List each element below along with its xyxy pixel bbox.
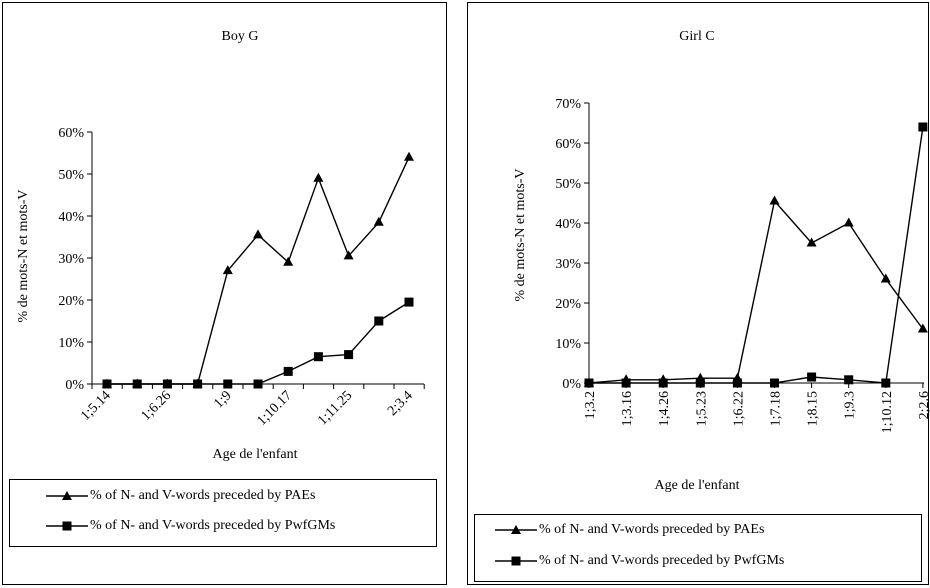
data-point-triangle xyxy=(313,172,324,182)
data-point-square xyxy=(807,372,817,382)
data-point-triangle xyxy=(343,250,354,260)
legend-triangle-marker xyxy=(495,525,537,534)
legend-square-marker xyxy=(495,556,537,566)
y-tick-label: 40% xyxy=(555,217,581,232)
legend-entry-paes: % of N- and V-words preceded by PAEs xyxy=(10,487,315,505)
data-point-triangle xyxy=(222,265,233,275)
x-axis-title: Age de l'enfant xyxy=(655,478,740,493)
series-line-paes xyxy=(588,199,924,384)
data-point-triangle xyxy=(806,237,817,247)
y-tick-label: 70% xyxy=(555,97,581,112)
data-point-triangle xyxy=(404,151,414,161)
legend-entry-pwfgms: % of N- and V-words preceded by PwfGMs xyxy=(475,552,784,570)
y-tick-label: 20% xyxy=(58,294,84,309)
legend-label: % of N- and V-words preceded by PwfGMs xyxy=(90,518,336,533)
legend-girl-c: % of N- and V-words preceded by PAEs % o… xyxy=(474,514,922,582)
legend-boy-g: % of N- and V-words preceded by PAEs % o… xyxy=(9,479,437,547)
series-line-paes xyxy=(107,156,410,385)
x-tick-label: 1;9 xyxy=(211,388,234,411)
data-point-square xyxy=(881,378,891,388)
data-point-triangle xyxy=(283,256,294,266)
y-tick-label: 20% xyxy=(555,297,581,312)
x-tick-label: 1;5.14 xyxy=(78,388,114,424)
legend-entry-paes: % of N- and V-words preceded by PAEs xyxy=(475,521,764,539)
data-point-square xyxy=(313,352,323,362)
chart-panel-girl-c: Girl C Age de l'enfant % de mots-N et mots… xyxy=(467,2,930,585)
chart-boy-g: Boy G Age de l'enfant % de mots-N et mots-… xyxy=(16,29,425,462)
data-point-square xyxy=(344,350,354,360)
x-tick-label: 1;11.25 xyxy=(315,388,355,428)
x-tick-label: 1;9.3 xyxy=(843,391,858,419)
data-point-square xyxy=(621,378,631,388)
y-tick-label: 30% xyxy=(555,257,581,272)
y-tick-label: 50% xyxy=(555,177,581,192)
y-tick-label: 50% xyxy=(58,168,84,183)
data-point-triangle xyxy=(253,229,263,239)
x-tick-label: 1;5.23 xyxy=(694,391,709,426)
y-tick-label: 10% xyxy=(58,336,84,351)
chart-girl-c: Girl C Age de l'enfant % de mots-N et mots… xyxy=(513,29,930,493)
data-point-square xyxy=(695,378,705,388)
data-point-square xyxy=(770,378,779,388)
y-tick-label: 40% xyxy=(58,210,84,225)
data-point-square xyxy=(102,379,112,389)
data-point-triangle xyxy=(880,273,891,283)
x-tick-label: 1;7.18 xyxy=(769,391,784,426)
legend-entry-pwfgms: % of N- and V-words preceded by PwfGMs xyxy=(10,517,335,535)
x-tick-label: 1;10.12 xyxy=(880,391,895,433)
x-tick-label: 1;8.15 xyxy=(806,391,821,426)
data-point-square xyxy=(918,122,928,132)
y-tick-label: 30% xyxy=(58,252,84,267)
data-point-square xyxy=(132,379,142,389)
y-tick-label: 60% xyxy=(555,137,581,152)
x-tick-label: 1;3.2 xyxy=(583,391,598,419)
y-tick-label: 0% xyxy=(65,378,84,393)
x-tick-label: 1;4.26 xyxy=(657,391,672,426)
y-axis-title: % de mots-N et mots-V xyxy=(16,190,31,323)
data-point-square xyxy=(732,378,742,388)
x-tick-label: 1;6.22 xyxy=(731,391,746,426)
series-line-pwfgms xyxy=(107,301,410,385)
y-tick-label: 10% xyxy=(555,337,581,352)
data-point-triangle xyxy=(373,216,384,226)
data-point-triangle xyxy=(769,195,780,205)
x-axis-title: Age de l'enfant xyxy=(213,447,298,462)
y-tick-label: 60% xyxy=(58,126,84,141)
chart-title: Girl C xyxy=(679,29,714,44)
series-line-pwfgms xyxy=(589,126,924,384)
legend-square-marker xyxy=(46,521,88,531)
y-axis-title: % de mots-N et mots-V xyxy=(513,169,528,302)
data-point-triangle xyxy=(843,217,854,227)
x-tick-label: 1;6.26 xyxy=(139,388,175,424)
data-point-triangle xyxy=(917,323,928,333)
legend-label: % of N- and V-words preceded by PAEs xyxy=(539,522,765,537)
x-tick-label: 2;3.4 xyxy=(385,388,416,419)
data-point-square xyxy=(658,378,668,388)
legend-triangle-marker xyxy=(46,491,88,500)
data-point-square xyxy=(223,379,233,389)
y-tick-label: 0% xyxy=(562,377,581,392)
x-tick-label: 2;2.6 xyxy=(917,391,930,419)
data-point-square xyxy=(374,316,384,326)
data-point-square xyxy=(584,378,594,388)
x-tick-label: 1;10.17 xyxy=(254,388,295,429)
data-point-square xyxy=(404,297,414,307)
data-point-square xyxy=(193,379,203,389)
data-point-square xyxy=(844,375,854,385)
chart-panel-boy-g: Boy G Age de l'enfant % de mots-N et mots-… xyxy=(2,2,447,585)
legend-label: % of N- and V-words preceded by PAEs xyxy=(90,488,316,503)
x-tick-label: 1;3.16 xyxy=(620,391,635,426)
data-point-square xyxy=(283,366,293,376)
data-point-square xyxy=(253,379,263,389)
data-point-square xyxy=(162,379,172,389)
chart-title: Boy G xyxy=(222,29,259,44)
legend-label: % of N- and V-words preceded by PwfGMs xyxy=(539,553,785,568)
